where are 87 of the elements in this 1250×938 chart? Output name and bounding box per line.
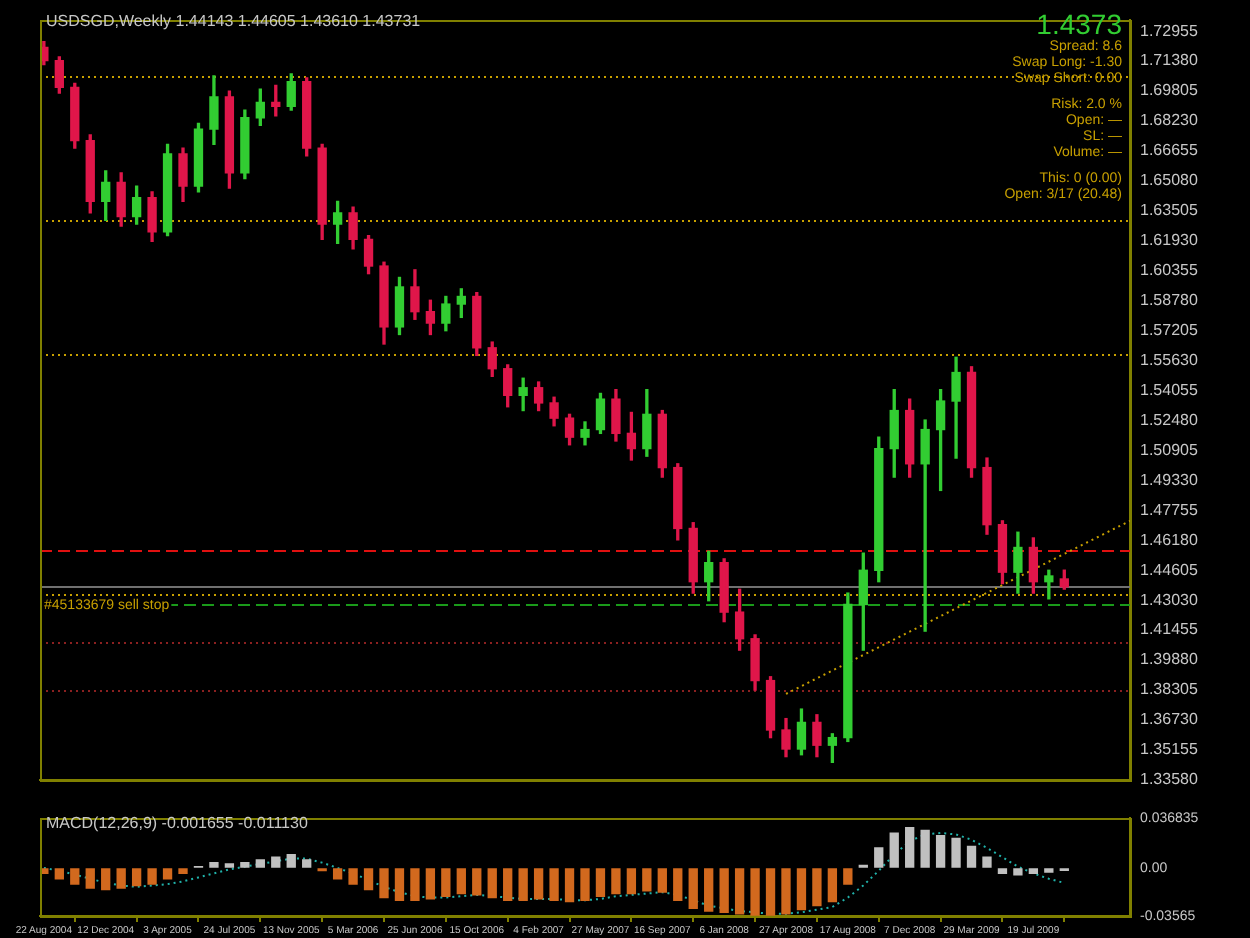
y-tick-label: 1.60355 [1140, 261, 1199, 280]
y-tick-label: 1.52480 [1140, 410, 1199, 429]
y-tick-label: 1.65080 [1140, 171, 1199, 190]
y-tick-label: 1.68230 [1140, 111, 1199, 130]
bar [116, 868, 126, 889]
bar [70, 868, 80, 885]
bar [441, 868, 451, 897]
bar [580, 868, 590, 901]
bar [935, 835, 946, 868]
y-tick-label: 1.69805 [1140, 81, 1199, 100]
bar [425, 868, 436, 900]
bar [704, 868, 714, 912]
y-tick-label: 1.49330 [1140, 470, 1199, 489]
bar [982, 856, 992, 868]
bar [302, 859, 312, 868]
bar [765, 868, 776, 916]
y-tick-label: 1.61930 [1140, 231, 1199, 250]
y-tick-label: 1.54055 [1140, 380, 1199, 399]
bar [131, 868, 142, 887]
bar [843, 868, 853, 885]
bar [719, 868, 729, 914]
bar [410, 868, 420, 901]
bar [286, 853, 296, 868]
bar [1028, 868, 1039, 875]
y-tick-label: 1.44605 [1140, 560, 1199, 579]
bar [595, 868, 606, 897]
bar [905, 827, 915, 868]
y-tick-label: 1.36730 [1140, 710, 1199, 729]
y-tick-label: 1.39880 [1140, 650, 1199, 669]
bar [209, 861, 219, 868]
bar [487, 868, 497, 899]
bar [363, 868, 374, 891]
y-tick-label: 1.41455 [1140, 620, 1199, 639]
bar [332, 868, 343, 880]
y-tick-label: 1.55630 [1140, 350, 1199, 369]
bar [379, 868, 389, 899]
y-tick-label: 1.57205 [1140, 321, 1199, 339]
bar [688, 868, 698, 909]
y-tick-label: 1.35155 [1140, 740, 1199, 759]
bar [240, 861, 250, 868]
y-tick-label: 1.38305 [1140, 680, 1199, 699]
bar [348, 868, 358, 885]
bar [951, 837, 961, 868]
bar [657, 868, 667, 893]
bar [518, 868, 528, 901]
bar [611, 868, 621, 895]
bar [781, 868, 791, 915]
y-tick-label: 1.66655 [1140, 141, 1199, 160]
bar [162, 868, 173, 880]
y-tick-label: 1.46180 [1140, 530, 1199, 549]
bar [750, 868, 760, 916]
line-series [42, 832, 1066, 915]
bar [533, 868, 544, 900]
bar [920, 829, 930, 868]
bar [271, 856, 281, 868]
y-tick-label: 1.33580 [1140, 770, 1199, 789]
bar [394, 868, 405, 901]
bar [456, 868, 466, 895]
y-tick-label: 1.50905 [1140, 440, 1199, 459]
bar [147, 868, 157, 885]
bar [673, 868, 683, 901]
y-tick-label: 1.71380 [1140, 51, 1199, 70]
bar [642, 868, 652, 892]
bar [54, 868, 64, 880]
y-tick-label: 1.72955 [1140, 21, 1199, 40]
bar [85, 868, 95, 889]
bar [564, 868, 575, 903]
bar [874, 847, 884, 868]
bar [812, 868, 822, 907]
bar [503, 868, 513, 901]
y-tick-label: 1.63505 [1140, 201, 1199, 220]
bar [997, 868, 1008, 875]
bar [101, 868, 111, 891]
bar [549, 868, 559, 901]
bar [1013, 868, 1023, 876]
y-tick-label: 1.58780 [1140, 291, 1199, 310]
bar [796, 868, 807, 911]
bar [827, 868, 838, 903]
bar [626, 868, 637, 895]
bar [472, 868, 482, 896]
bar [178, 868, 188, 875]
bar [255, 859, 265, 868]
bar [966, 845, 977, 868]
y-tick-label: 1.47755 [1140, 500, 1199, 519]
bar [734, 868, 745, 915]
bar [889, 832, 899, 868]
y-tick-label: 1.43030 [1140, 590, 1199, 609]
